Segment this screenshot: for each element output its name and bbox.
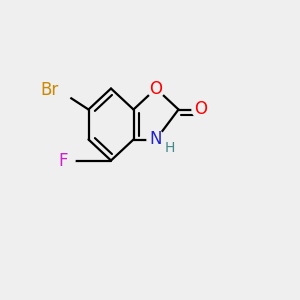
Text: N: N	[150, 130, 162, 148]
Circle shape	[147, 80, 165, 98]
Text: Br: Br	[40, 81, 58, 99]
Text: H: H	[164, 142, 175, 155]
Circle shape	[192, 100, 210, 118]
Circle shape	[60, 153, 75, 168]
Text: O: O	[194, 100, 208, 118]
Circle shape	[147, 130, 165, 148]
Circle shape	[45, 76, 72, 103]
Text: O: O	[149, 80, 163, 98]
Text: F: F	[58, 152, 68, 169]
Circle shape	[163, 142, 176, 155]
